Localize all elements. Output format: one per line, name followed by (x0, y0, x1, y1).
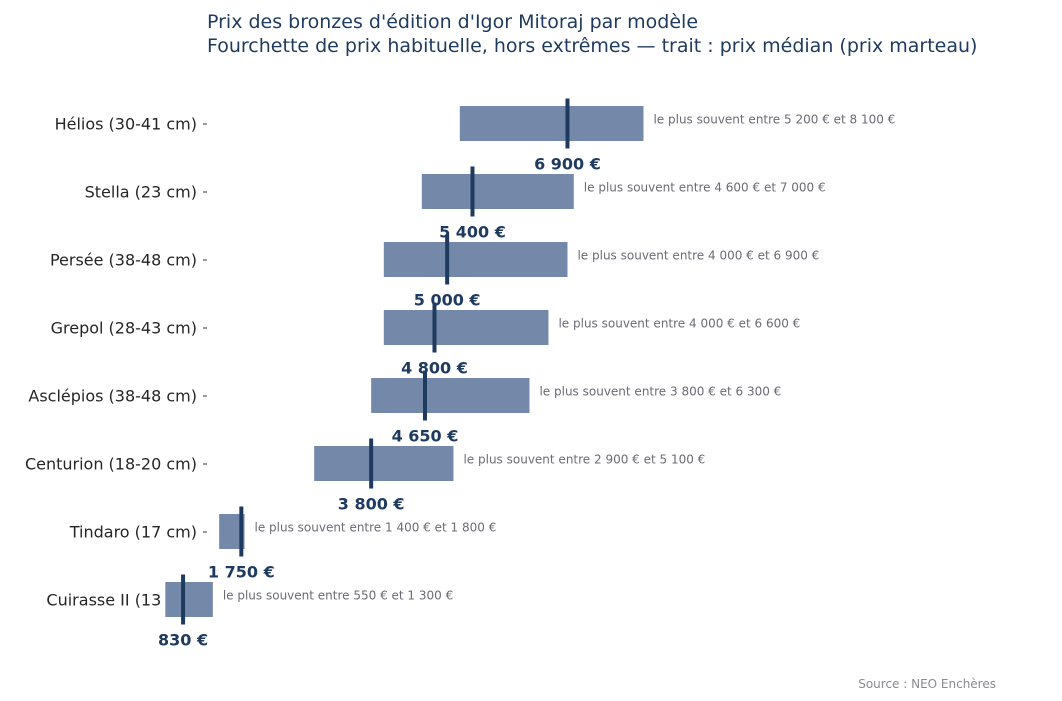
median-label: 830 € (158, 631, 208, 650)
range-label: le plus souvent entre 4 000 € et 6 900 € (577, 249, 819, 263)
median-marker (422, 370, 427, 421)
range-label: le plus souvent entre 1 400 € et 1 800 € (254, 521, 496, 535)
range-bar (421, 174, 574, 209)
category-label: Persée (38-48 cm) (50, 251, 197, 270)
range-bar (383, 242, 568, 277)
median-label: 5 000 € (414, 291, 481, 310)
category-label: Grepol (28-43 cm) (51, 319, 197, 338)
range-bar (383, 310, 549, 345)
range-label: le plus souvent entre 4 000 € et 6 600 € (558, 317, 800, 331)
median-label: 6 900 € (534, 155, 601, 174)
range-label: le plus souvent entre 5 200 € et 8 100 € (653, 113, 895, 127)
category-label: Asclépios (38-48 cm) (28, 387, 197, 406)
range-bar (459, 106, 644, 141)
range-bar (314, 446, 454, 481)
range-label: le plus souvent entre 3 800 € et 6 300 € (539, 385, 781, 399)
category-label: Hélios (30-41 cm) (55, 115, 197, 134)
category-label: Tindaro (17 cm) (69, 523, 197, 542)
range-label: le plus souvent entre 550 € et 1 300 € (223, 589, 453, 603)
chart-title: Prix des bronzes d'édition d'Igor Mitora… (207, 11, 698, 33)
median-marker (239, 506, 244, 557)
range-label: le plus souvent entre 4 600 € et 7 000 € (584, 181, 826, 195)
range-label: le plus souvent entre 2 900 € et 5 100 € (463, 453, 705, 467)
median-marker (369, 438, 374, 489)
median-marker (565, 98, 570, 149)
median-marker (470, 166, 475, 217)
category-label: Cuirasse II (13 cm) (46, 591, 197, 610)
category-label: Centurion (18-20 cm) (25, 455, 197, 474)
median-label: 3 800 € (338, 495, 405, 514)
median-label: 4 800 € (401, 359, 468, 378)
median-marker (432, 302, 437, 353)
median-label: 5 400 € (439, 223, 506, 242)
chart-subtitle: Fourchette de prix habituelle, hors extr… (207, 35, 977, 57)
range-bar (165, 582, 213, 617)
median-label: 4 650 € (392, 427, 459, 446)
range-bar (371, 378, 530, 413)
chart-rows: Hélios (30-41 cm) le plus souvent entre 5… (25, 98, 895, 650)
median-label: 1 750 € (208, 563, 275, 582)
median-marker (445, 234, 450, 285)
chart-source: Source : NEO Enchères (858, 677, 996, 691)
category-label: Stella (23 cm) (85, 183, 197, 202)
median-marker (181, 574, 186, 625)
